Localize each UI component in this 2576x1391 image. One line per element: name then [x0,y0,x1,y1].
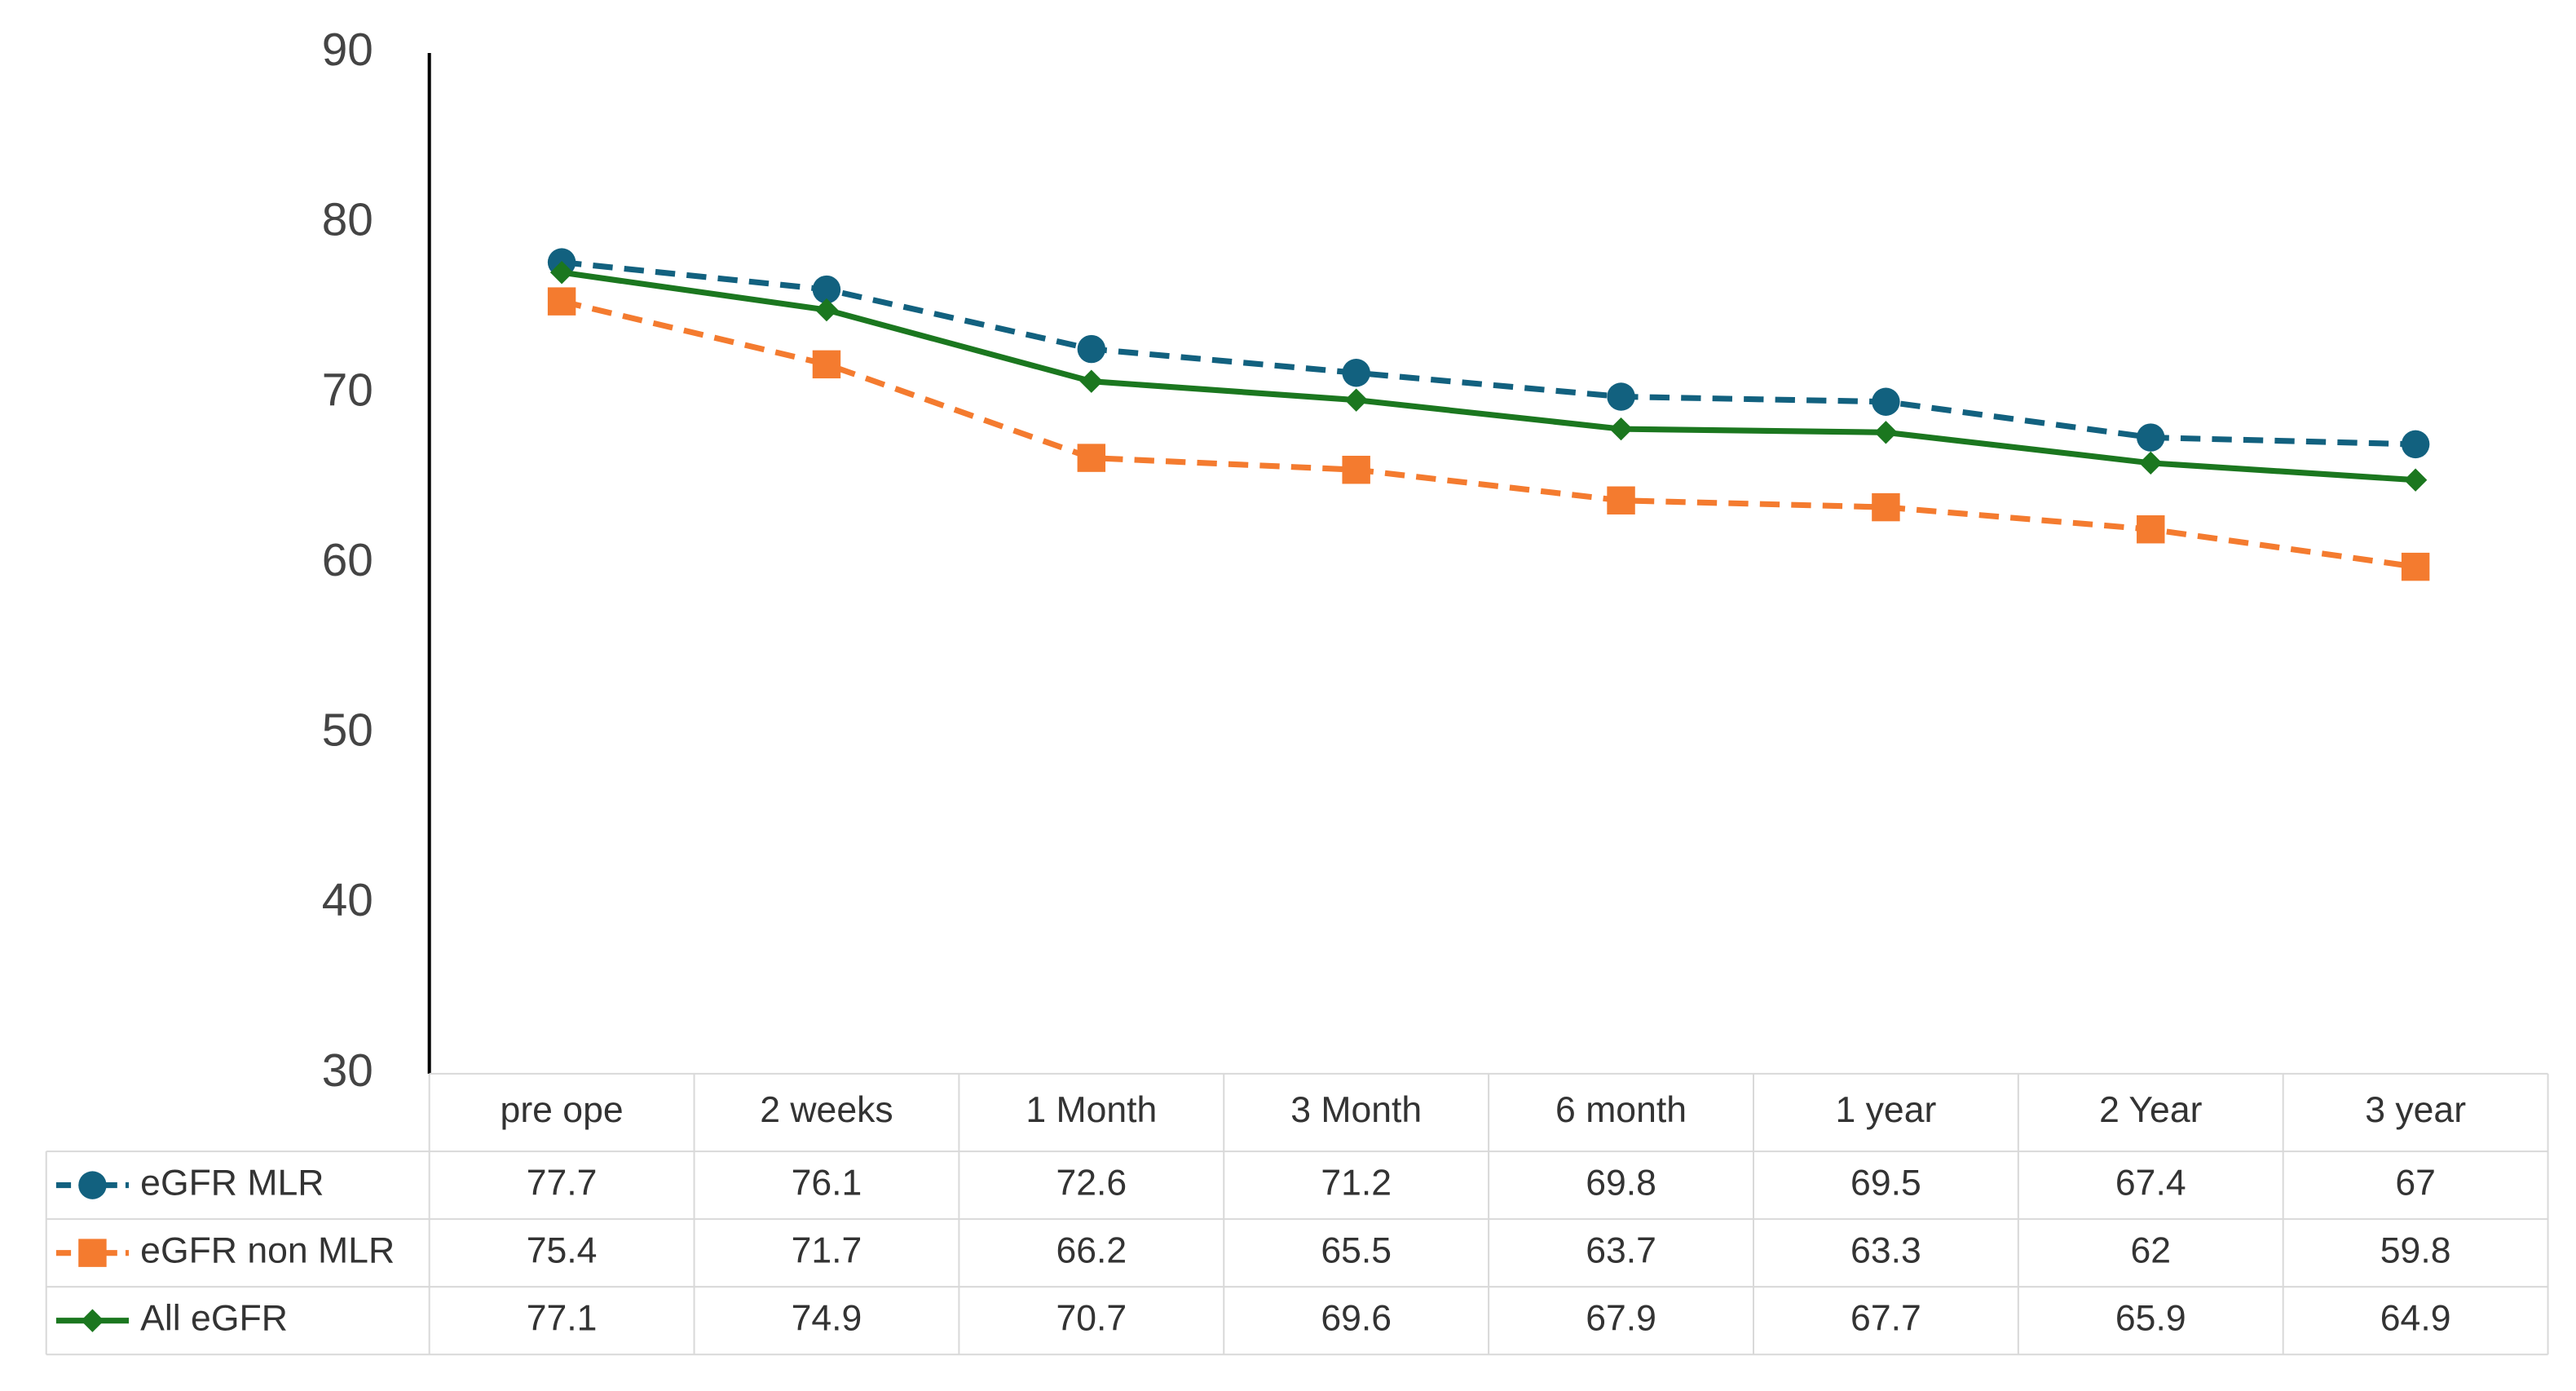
table-value: 63.7 [1586,1230,1656,1270]
y-tick-label: 90 [322,24,373,76]
marker [2401,430,2430,459]
x-tick-label: 1 Month [1026,1090,1157,1130]
x-tick-label: 2 Year [2099,1090,2203,1130]
table-value: 69.5 [1850,1163,1921,1203]
marker [1344,388,1368,412]
legend-label: eGFR MLR [140,1163,324,1203]
legend-marker [81,1309,104,1332]
table-value: 59.8 [2380,1230,2451,1270]
y-tick-label: 40 [322,875,373,926]
table-value: 65.5 [1321,1230,1392,1270]
x-tick-label: 6 month [1555,1090,1687,1130]
table-value: 67.9 [1586,1298,1656,1338]
legend-label: All eGFR [140,1298,288,1338]
table-value: 71.2 [1321,1163,1392,1203]
marker [814,298,839,322]
y-tick-label: 70 [322,364,373,416]
marker [812,275,841,304]
table-value: 69.8 [1586,1163,1656,1203]
x-tick-label: 3 Month [1290,1090,1422,1130]
marker [1609,417,1633,441]
legend-marker [78,1239,107,1267]
table-value: 67.7 [1850,1298,1921,1338]
y-tick-label: 80 [322,195,373,246]
marker [1077,444,1106,472]
marker [1342,359,1370,387]
table-value: 62 [2130,1230,2171,1270]
table-value: 71.7 [792,1230,862,1270]
marker [2401,552,2430,581]
marker [1342,455,1370,484]
legend-marker [78,1171,107,1199]
marker [1077,334,1106,364]
series-line [561,298,2416,570]
marker [547,287,576,316]
marker [1607,486,1635,514]
marker [1872,492,1900,522]
table-value: 65.9 [2115,1298,2186,1338]
table-value: 77.7 [527,1163,598,1203]
series-line [561,259,2416,448]
legend-label: eGFR non MLR [140,1230,395,1270]
marker [2137,515,2165,544]
x-tick-label: 3 year [2365,1090,2466,1130]
marker [1872,387,1900,416]
table-value: 72.6 [1056,1163,1127,1203]
marker [812,350,841,379]
marker [2403,468,2428,492]
y-tick-label: 30 [322,1045,373,1097]
marker [2137,423,2165,452]
table-value: 77.1 [527,1298,598,1338]
table-value: 67 [2395,1163,2436,1203]
marker [1607,382,1635,411]
table-value: 67.4 [2115,1163,2186,1203]
y-tick-label: 60 [322,535,373,586]
x-tick-label: 1 year [1836,1090,1937,1130]
table-value: 76.1 [792,1163,862,1203]
table-value: 66.2 [1056,1230,1127,1270]
table-value: 64.9 [2380,1298,2451,1338]
marker [1079,369,1104,393]
x-tick-label: 2 weeks [760,1090,893,1130]
table-value: 75.4 [527,1230,598,1270]
series-line [561,269,2416,484]
y-tick-label: 50 [322,705,373,757]
marker [2139,451,2163,475]
marker [549,260,574,285]
marker [1874,421,1898,444]
table-value: 70.7 [1056,1298,1127,1338]
table-value: 74.9 [792,1298,862,1338]
table-value: 63.3 [1850,1230,1921,1270]
table-value: 69.6 [1321,1298,1392,1338]
x-tick-label: pre ope [501,1090,624,1130]
